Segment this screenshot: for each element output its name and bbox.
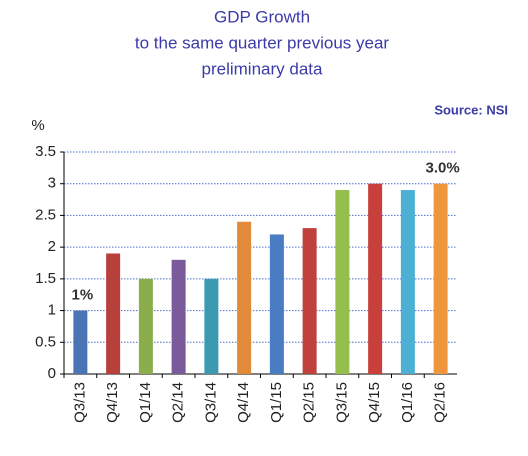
bar — [138, 278, 153, 374]
bar — [269, 234, 284, 374]
bar — [335, 190, 350, 374]
y-tick-label: 0.5 — [35, 333, 56, 350]
chart-subtitle: preliminary data — [202, 59, 323, 78]
y-tick-label: 0 — [48, 365, 56, 382]
bar — [73, 310, 88, 374]
x-tick-label: Q1/14 — [137, 382, 154, 423]
x-tick-label: Q2/14 — [170, 382, 187, 423]
x-tick-label: Q3/14 — [202, 382, 219, 423]
x-tick-label: Q3/13 — [71, 382, 88, 423]
bar — [204, 278, 219, 374]
y-axis-label: % — [31, 117, 44, 134]
x-tick-label: Q2/16 — [432, 382, 449, 423]
data-label: 1% — [72, 287, 94, 304]
x-tick-label: Q1/15 — [268, 382, 285, 423]
bar — [433, 183, 448, 374]
data-label: 3.0% — [426, 160, 460, 177]
x-tick-label: Q3/15 — [333, 382, 350, 423]
source: Source: NSI — [434, 102, 508, 117]
x-tick-label: Q1/16 — [399, 382, 416, 423]
y-tick-label: 2 — [48, 238, 56, 255]
x-tick-label: Q4/13 — [104, 382, 121, 423]
x-tick-label: Q4/15 — [366, 382, 383, 423]
chart-subtitle: to the same quarter previous year — [135, 33, 390, 52]
y-tick-label: 3.5 — [35, 143, 56, 160]
x-tick-label: Q2/15 — [301, 382, 318, 423]
bar — [171, 259, 186, 374]
x-tick-label: Q4/14 — [235, 382, 252, 423]
y-tick-label: 1 — [48, 302, 56, 319]
bar — [400, 190, 415, 374]
y-tick-label: 3 — [48, 175, 56, 192]
chart-title: GDP Growth — [214, 7, 310, 26]
bar — [302, 228, 317, 374]
bar — [368, 183, 383, 374]
y-tick-label: 2.5 — [35, 206, 56, 223]
y-tick-label: 1.5 — [35, 270, 56, 287]
bar — [106, 253, 121, 374]
bar — [237, 221, 252, 374]
